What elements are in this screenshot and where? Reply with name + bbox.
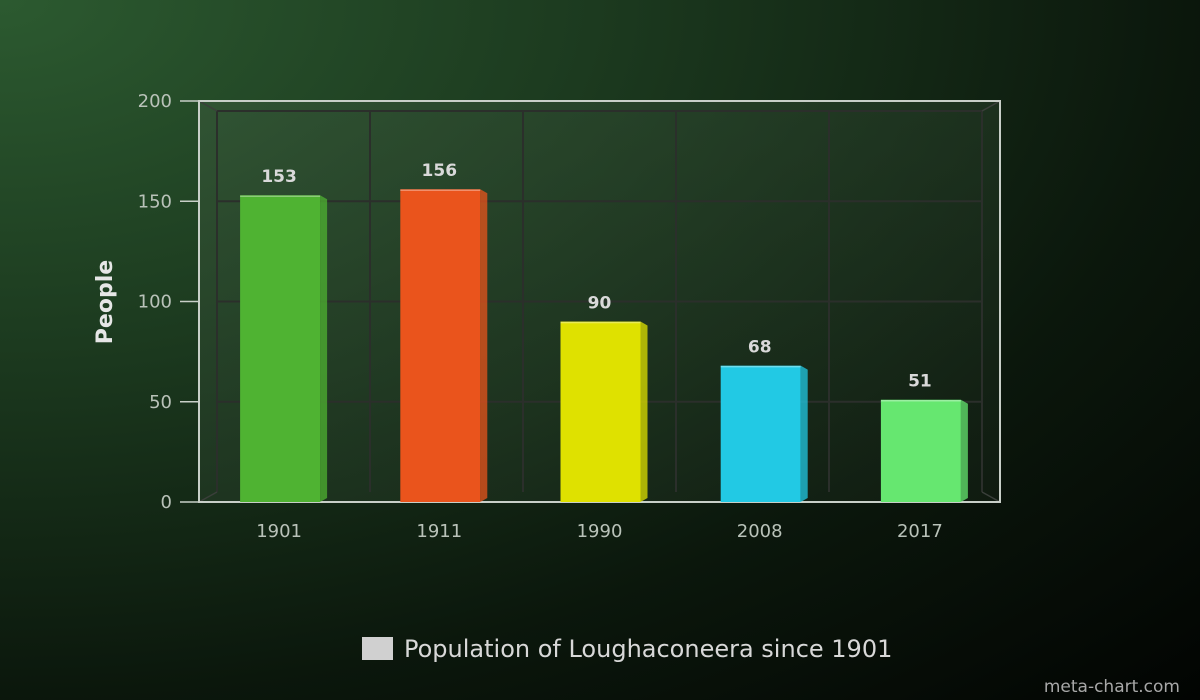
floor-edge [198, 491, 218, 503]
x-tick-label: 2008 [737, 521, 783, 542]
watermark: meta-chart.com [1044, 677, 1180, 697]
data-label: 156 [422, 161, 458, 181]
legend-swatch [362, 637, 393, 660]
top-edge [981, 100, 1001, 112]
y-tick-label: 200 [138, 91, 172, 112]
legend-label: Population of Loughaconeera since 1901 [404, 635, 892, 663]
x-tick-label: 1990 [577, 521, 623, 542]
bar-face [560, 321, 641, 502]
data-label: 153 [261, 167, 297, 187]
data-label: 90 [588, 294, 612, 314]
bar-side [320, 195, 328, 503]
bar-face [880, 399, 961, 502]
y-tick-label: 0 [161, 492, 172, 513]
y-axis-label: People [93, 260, 118, 344]
bar [720, 365, 808, 502]
bar [560, 321, 648, 502]
floor-edge [981, 491, 1001, 503]
x-tick-label: 1901 [256, 521, 302, 542]
bar-face [720, 365, 801, 502]
bar-side [800, 365, 808, 502]
data-label: 51 [908, 372, 932, 392]
y-tick-label: 50 [149, 392, 172, 413]
y-axis: 0 50 100 150 200 [138, 91, 199, 513]
bar-side [960, 399, 968, 502]
bar-side [480, 189, 488, 502]
bar-face [400, 189, 481, 502]
y-tick-label: 150 [138, 191, 172, 212]
bar [400, 189, 488, 502]
x-tick-label: 2017 [897, 521, 943, 542]
bar [880, 399, 968, 502]
data-label: 68 [748, 338, 772, 358]
top-edge [198, 100, 218, 112]
bar-face [240, 195, 321, 503]
bars: 153 156 90 68 51 [240, 161, 968, 503]
legend: Population of Loughaconeera since 1901 [362, 635, 892, 663]
x-axis: 1901 1911 1990 2008 2017 [256, 521, 943, 542]
bar [240, 195, 328, 503]
x-tick-label: 1911 [416, 521, 462, 542]
bar-side [640, 321, 648, 502]
y-tick-label: 100 [138, 292, 172, 313]
